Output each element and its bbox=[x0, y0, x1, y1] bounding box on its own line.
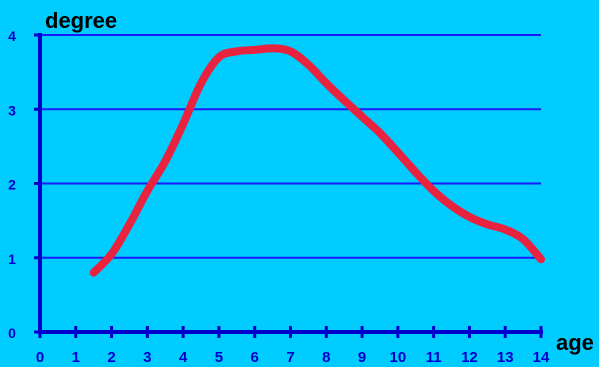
x-tick-label-3: 3 bbox=[143, 349, 151, 366]
data-series bbox=[89, 44, 545, 277]
x-tick-label-5: 5 bbox=[215, 349, 223, 366]
x-tick-label-12: 12 bbox=[461, 349, 478, 366]
x-tick-label-4: 4 bbox=[179, 349, 188, 366]
y-tick-label-2: 2 bbox=[8, 177, 16, 193]
x-tick-label-9: 9 bbox=[358, 349, 366, 366]
series-line-0 bbox=[89, 44, 545, 277]
gridlines bbox=[40, 34, 541, 259]
x-tick-label-7: 7 bbox=[286, 349, 294, 366]
y-tick-label-1: 1 bbox=[8, 251, 16, 267]
x-tick-label-13: 13 bbox=[497, 349, 514, 366]
x-tick-label-11: 11 bbox=[426, 349, 442, 366]
x-tick-label-14: 14 bbox=[533, 349, 550, 366]
x-tick-label-10: 10 bbox=[390, 349, 407, 366]
x-tick-label-0: 0 bbox=[36, 349, 44, 366]
x-tick-label-8: 8 bbox=[322, 349, 330, 366]
y-tick-label-0: 0 bbox=[8, 325, 16, 341]
y-axis-title: degree bbox=[45, 8, 117, 33]
axes bbox=[34, 33, 543, 338]
x-tick-label-1: 1 bbox=[72, 349, 80, 366]
x-tick-label-6: 6 bbox=[251, 349, 259, 366]
x-axis-title: age bbox=[556, 330, 594, 355]
x-tick-label-2: 2 bbox=[107, 349, 115, 366]
y-tick-label-4: 4 bbox=[8, 28, 16, 44]
y-tick-label-3: 3 bbox=[8, 102, 16, 118]
